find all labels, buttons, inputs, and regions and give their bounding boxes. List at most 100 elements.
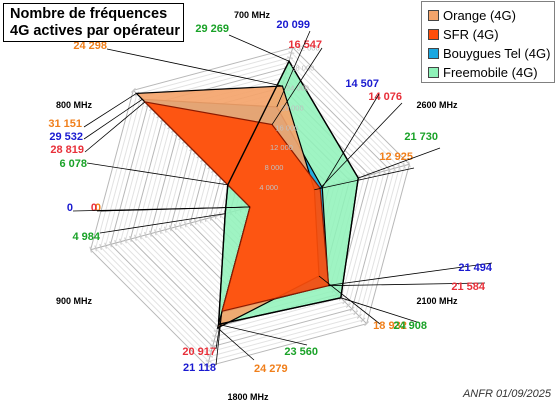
axis-tick	[208, 350, 215, 353]
series-sfr-leader	[328, 282, 486, 287]
legend-item-free: Freemobile (4G)	[428, 63, 554, 82]
series-sfr-leader	[84, 101, 146, 153]
legend-swatch-sfr	[428, 29, 439, 40]
legend-swatch-free	[428, 67, 439, 78]
source-note: ANFR 01/09/2025	[462, 388, 551, 400]
axis-tick	[289, 46, 296, 49]
axis-tick	[119, 238, 122, 245]
series-bouygues-value-label: 21 118	[183, 362, 216, 374]
series-free-value-label: 21 730	[404, 131, 438, 143]
series-orange-value-label: 24 298	[73, 40, 107, 52]
axis-label: 1800 MHz	[227, 392, 269, 402]
axis-label: 800 MHz	[56, 100, 93, 110]
axis-tick	[218, 211, 222, 219]
title-line-1: Nombre de fréquences	[10, 6, 168, 22]
title-line-2: 4G actives par opérateur	[10, 23, 181, 39]
series-orange-value-label: 0	[95, 202, 101, 214]
legend: Orange (4G) SFR (4G) Bouygues Tel (4G) F…	[421, 1, 555, 83]
series-orange-value-label: 24 279	[254, 363, 288, 375]
series-free-value-label: 4 984	[72, 231, 100, 243]
axis-tick	[212, 335, 219, 338]
axis-tick	[169, 225, 172, 232]
series-bouygues-leader	[321, 93, 380, 188]
axis-tick	[99, 244, 102, 251]
radial-tick-label: 20 000	[281, 103, 304, 112]
radial-tick-label: 32 000	[297, 44, 320, 53]
legend-item-sfr: SFR (4G)	[428, 25, 554, 44]
series-orange-leader	[314, 167, 415, 191]
series-orange-leader	[106, 48, 283, 87]
series-bouygues-value-label: 29 532	[49, 131, 83, 143]
axis-tick	[114, 240, 117, 247]
axis-tick	[353, 310, 359, 316]
legend-label-bouygues: Bouygues Tel (4G)	[443, 46, 551, 61]
series-bouygues-leader	[72, 206, 251, 212]
axis-tick	[345, 302, 351, 308]
series-sfr-value-label: 16 547	[288, 39, 322, 51]
axis-tick	[130, 87, 136, 93]
axis-tick	[129, 236, 132, 243]
chart-title: Nombre de fréquences 4G actives par opér…	[3, 3, 184, 42]
series-bouygues-value-label: 0	[67, 202, 73, 214]
series-free-value-label: 29 269	[195, 23, 229, 35]
series-free-value-label: 6 078	[59, 158, 87, 170]
series-free-leader	[228, 34, 290, 62]
series-orange-leader	[217, 327, 255, 361]
axis-tick	[364, 321, 370, 327]
axis-tick	[144, 231, 147, 239]
radial-tick-label: 8 000	[265, 163, 284, 172]
axis-tick	[342, 299, 348, 305]
series-free-leader	[340, 297, 421, 324]
axis-tick	[204, 365, 211, 368]
series-orange-leader	[83, 93, 137, 128]
axis-tick	[388, 166, 391, 173]
axis-tick	[159, 227, 162, 235]
axis-tick	[109, 241, 112, 248]
legend-item-orange: Orange (4G)	[428, 6, 554, 25]
axis-tick	[188, 219, 192, 227]
axis-tick	[213, 213, 217, 220]
axis-tick	[288, 51, 295, 54]
series-sfr-leader	[271, 47, 323, 125]
series-free-value-label: 23 560	[284, 346, 318, 358]
series-sfr-value-label: 14 076	[368, 91, 402, 103]
legend-label-free: Freemobile (4G)	[443, 65, 538, 80]
axis-tick	[383, 167, 386, 174]
axis-tick	[149, 230, 152, 237]
series-bouygues-value-label: 14 507	[345, 78, 379, 90]
axis-tick	[164, 226, 167, 233]
axis-tick	[179, 222, 182, 229]
axis-tick	[154, 229, 157, 236]
axis-tick	[356, 313, 362, 319]
axis-label: 2600 MHz	[416, 100, 458, 110]
axis-tick	[363, 173, 366, 180]
radial-tick-label: 24 000	[286, 83, 309, 92]
axis-tick	[94, 245, 97, 252]
radial-tick-label: 28 000	[291, 64, 314, 73]
legend-label-orange: Orange (4G)	[443, 8, 516, 23]
axis-tick	[209, 345, 216, 348]
legend-label-sfr: SFR (4G)	[443, 27, 499, 42]
series-free-value-label: 24 908	[393, 320, 427, 332]
axis-tick	[403, 162, 406, 169]
axis-tick	[124, 237, 127, 244]
series-orange-value-label: 18 932	[373, 320, 407, 332]
series-free-leader	[99, 213, 226, 234]
axis-tick	[183, 221, 187, 228]
axis-tick	[393, 165, 396, 172]
axis-tick	[139, 233, 142, 240]
axis-tick	[198, 217, 202, 224]
legend-swatch-orange	[428, 10, 439, 21]
axis-tick	[360, 317, 366, 323]
axis-tick	[373, 170, 376, 177]
series-free-leader	[358, 147, 441, 179]
series-sfr-value-label: 21 584	[451, 281, 486, 293]
axis-tick	[368, 171, 371, 178]
legend-swatch-bouygues	[428, 48, 439, 59]
axis-tick	[349, 306, 355, 312]
series-sfr-value-label: 28 819	[50, 144, 84, 156]
axis-tick	[174, 223, 177, 231]
axis-tick	[205, 360, 212, 363]
axis-tick	[104, 242, 107, 249]
